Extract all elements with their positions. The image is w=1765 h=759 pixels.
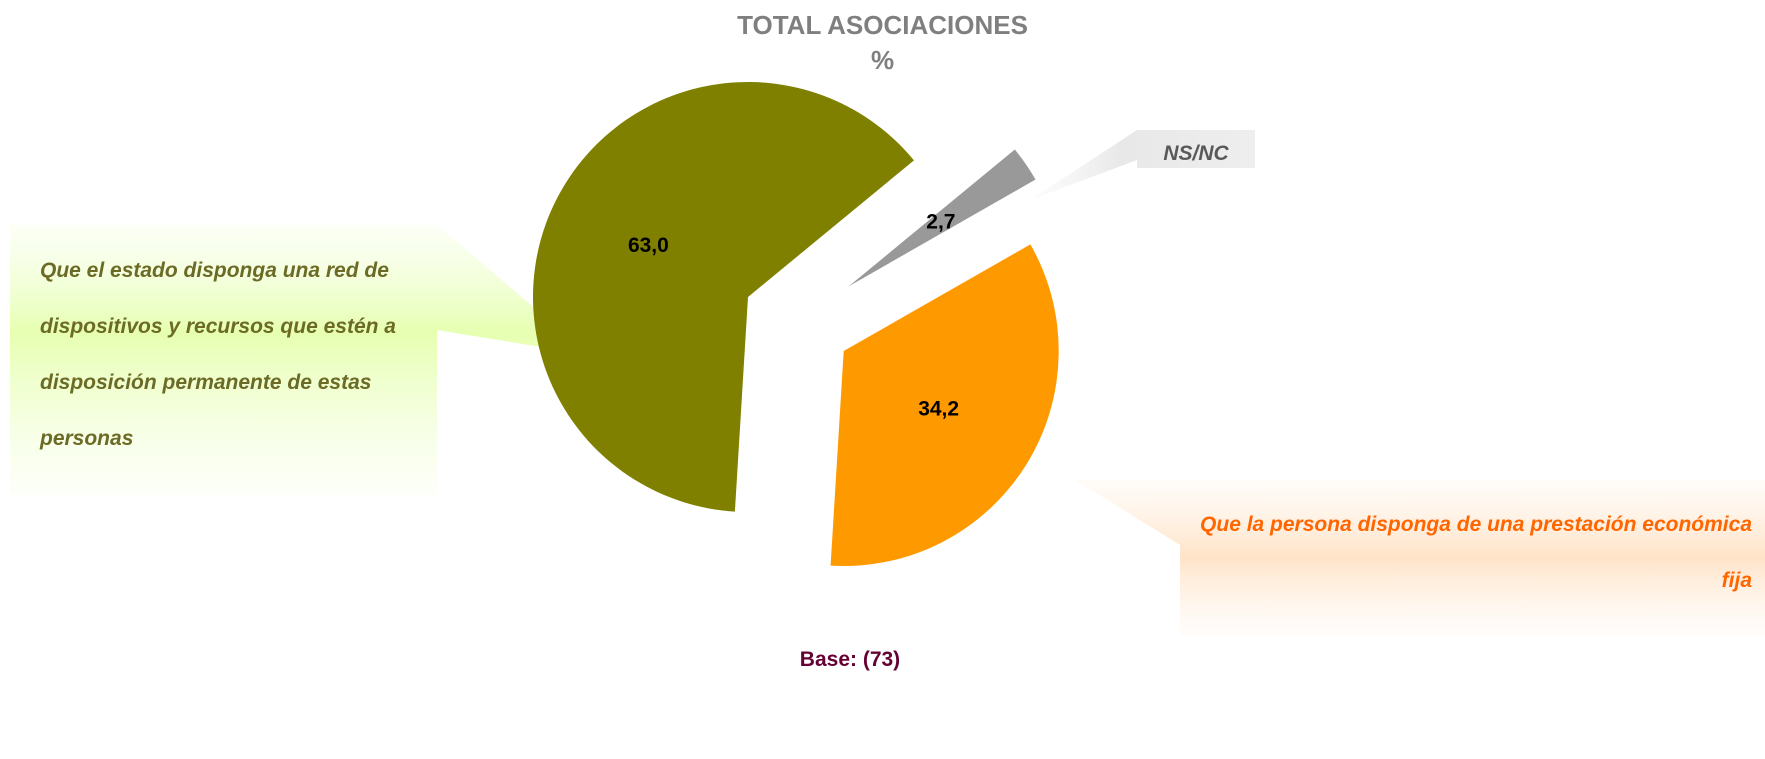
pie-slice	[830, 244, 1059, 567]
data-label: 63,0	[628, 234, 669, 257]
pie-slice	[848, 149, 1036, 287]
category-label: Que el estado disponga una red de dispos…	[40, 259, 396, 450]
category-label: Que la persona disponga de una prestació…	[1200, 513, 1752, 592]
callout-box	[10, 225, 590, 495]
pie-slice	[533, 82, 914, 512]
pie: 63,0 2,7 34,2	[533, 82, 1059, 567]
base-note: Base: (73)	[799, 648, 901, 671]
chart-title: TOTAL ASOCIACIONES	[737, 10, 1028, 40]
data-label: 2,7	[926, 210, 955, 233]
data-label: 34,2	[918, 398, 959, 421]
callout-box	[1030, 130, 1255, 200]
category-label: NS/NC	[1163, 142, 1229, 165]
callout-box	[1075, 480, 1765, 635]
chart-subtitle: %	[870, 45, 895, 75]
